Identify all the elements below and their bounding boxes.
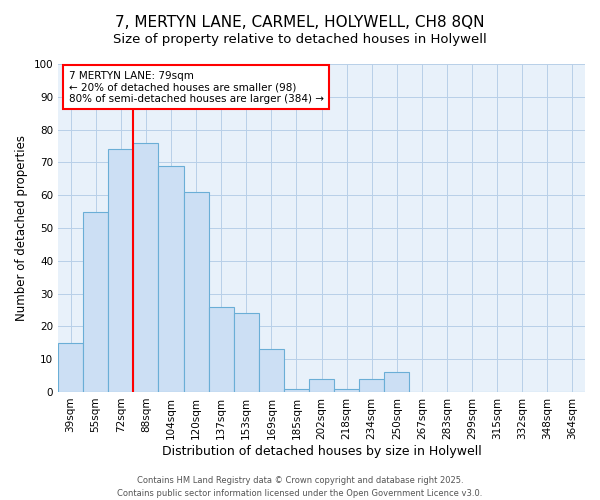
Bar [58, 343, 83, 392]
Bar [233, 313, 259, 392]
Bar [133, 142, 158, 392]
Bar [284, 388, 309, 392]
Bar [83, 212, 108, 392]
Bar [384, 372, 409, 392]
X-axis label: Distribution of detached houses by size in Holywell: Distribution of detached houses by size … [161, 444, 481, 458]
Bar [334, 388, 359, 392]
Bar [158, 166, 184, 392]
Bar [108, 150, 133, 392]
Text: 7 MERTYN LANE: 79sqm
← 20% of detached houses are smaller (98)
80% of semi-detac: 7 MERTYN LANE: 79sqm ← 20% of detached h… [68, 70, 323, 104]
Text: Contains HM Land Registry data © Crown copyright and database right 2025.
Contai: Contains HM Land Registry data © Crown c… [118, 476, 482, 498]
Bar [309, 379, 334, 392]
Bar [259, 350, 284, 392]
Bar [209, 306, 233, 392]
Bar [184, 192, 209, 392]
Y-axis label: Number of detached properties: Number of detached properties [15, 135, 28, 321]
Bar [359, 379, 384, 392]
Text: 7, MERTYN LANE, CARMEL, HOLYWELL, CH8 8QN: 7, MERTYN LANE, CARMEL, HOLYWELL, CH8 8Q… [115, 15, 485, 30]
Text: Size of property relative to detached houses in Holywell: Size of property relative to detached ho… [113, 32, 487, 46]
